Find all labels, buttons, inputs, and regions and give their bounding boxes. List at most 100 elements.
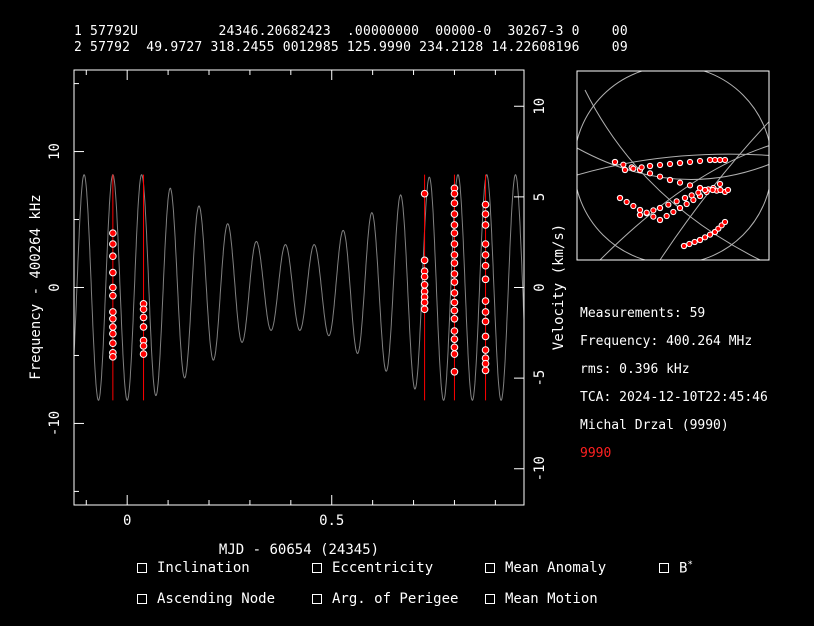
sky-track-point bbox=[621, 166, 629, 174]
data-point bbox=[109, 291, 117, 300]
data-point bbox=[481, 366, 490, 375]
sky-track-point bbox=[686, 158, 694, 166]
data-point bbox=[139, 305, 148, 314]
data-point bbox=[481, 240, 490, 248]
sky-track-point bbox=[630, 165, 637, 172]
checkbox-box[interactable] bbox=[659, 563, 669, 573]
x-axis-label: MJD - 60654 (24345) bbox=[219, 542, 379, 558]
checkbox-label: Eccentricity bbox=[332, 560, 434, 576]
sky-track-point bbox=[616, 194, 624, 202]
checkbox-box[interactable] bbox=[137, 563, 147, 573]
data-point bbox=[450, 367, 459, 376]
data-point bbox=[109, 339, 117, 348]
data-point bbox=[481, 275, 490, 284]
sky-track-point bbox=[716, 156, 724, 164]
checkbox-box[interactable] bbox=[312, 594, 322, 604]
sky-tracks bbox=[611, 156, 732, 250]
data-point bbox=[109, 308, 117, 316]
data-point bbox=[109, 268, 117, 277]
sky-ground-track-2 bbox=[577, 153, 769, 176]
data-point bbox=[450, 343, 459, 352]
sky-track-point bbox=[646, 170, 654, 177]
y2-tick-label: 0 bbox=[532, 283, 548, 291]
sky-track-point bbox=[711, 156, 719, 164]
sky-track-point bbox=[643, 209, 650, 216]
checkbox-label: B* bbox=[679, 560, 693, 577]
sky-track-point bbox=[623, 198, 630, 206]
data-point bbox=[450, 240, 459, 248]
data-point bbox=[481, 332, 490, 341]
data-point bbox=[420, 298, 429, 307]
data-point bbox=[450, 229, 459, 237]
data-point bbox=[139, 342, 148, 350]
sky-track-point bbox=[706, 156, 714, 164]
data-point bbox=[109, 283, 117, 292]
sky-track-point bbox=[670, 208, 677, 216]
sky-horizon-circle bbox=[577, 71, 769, 260]
data-point bbox=[420, 272, 429, 281]
sky-track-point bbox=[663, 212, 670, 220]
data-point bbox=[481, 346, 490, 354]
y2-tick-label: 5 bbox=[532, 193, 548, 201]
data-point bbox=[450, 251, 459, 259]
sky-frame bbox=[576, 70, 770, 261]
data-point bbox=[450, 289, 459, 297]
checkbox-box[interactable] bbox=[312, 563, 322, 573]
observer-name: Michal Drzal (9990) bbox=[580, 418, 729, 433]
sky-track-point bbox=[656, 216, 664, 224]
sky-track-point bbox=[686, 182, 694, 189]
sky-ground-track-5 bbox=[659, 120, 769, 260]
data-point bbox=[420, 305, 429, 314]
data-point bbox=[481, 317, 490, 326]
sky-track-point bbox=[683, 200, 690, 208]
data-point bbox=[109, 252, 117, 261]
checkbox-label: Mean Anomaly bbox=[505, 560, 607, 576]
data-point bbox=[450, 270, 459, 278]
sky-track-point bbox=[680, 242, 688, 250]
sky-track-point bbox=[666, 160, 674, 168]
checkbox-box[interactable] bbox=[485, 594, 495, 604]
data-point bbox=[109, 353, 117, 361]
sky-track-point bbox=[696, 157, 704, 165]
sky-track-point bbox=[650, 207, 657, 214]
sky-track-point bbox=[646, 162, 654, 170]
sky-track-point bbox=[656, 161, 664, 169]
data-point bbox=[450, 298, 459, 307]
model-curve-layer bbox=[73, 174, 525, 401]
sky-track-point bbox=[701, 186, 709, 194]
data-point bbox=[481, 221, 490, 229]
measurements-count: Measurements: 59 bbox=[580, 306, 706, 321]
sky-track-point bbox=[721, 218, 729, 226]
y-tick-label: 0 bbox=[47, 283, 63, 291]
data-point bbox=[481, 308, 490, 316]
checkbox-box[interactable] bbox=[137, 594, 147, 604]
sky-track-point bbox=[686, 240, 693, 248]
axes-layer: 0 0.5 10 0 -10 10 5 0 -5 -10 bbox=[47, 70, 548, 529]
data-point bbox=[481, 359, 490, 368]
data-point bbox=[450, 259, 459, 267]
sky-ground-track-4 bbox=[599, 145, 769, 260]
data-point bbox=[139, 350, 148, 358]
y2-tick-label: -10 bbox=[532, 456, 548, 481]
sky-track-point bbox=[676, 179, 684, 186]
sky-track-point bbox=[695, 189, 702, 196]
measurement-points-layer bbox=[109, 184, 490, 376]
y2-tick-label: 10 bbox=[532, 98, 548, 115]
sky-track-point bbox=[638, 164, 645, 171]
sky-track-point bbox=[717, 186, 724, 194]
sky-track-point bbox=[650, 213, 657, 220]
sky-track-point bbox=[706, 231, 714, 238]
data-point bbox=[481, 297, 490, 305]
data-point bbox=[481, 261, 490, 270]
checkbox-label: Inclination bbox=[157, 560, 250, 576]
sky-track-point bbox=[636, 206, 644, 214]
checkbox-box[interactable] bbox=[485, 563, 495, 573]
data-point bbox=[109, 329, 117, 338]
data-point bbox=[420, 189, 429, 198]
data-point bbox=[450, 189, 459, 198]
sky-track-point bbox=[676, 204, 684, 212]
sky-track-point bbox=[666, 176, 674, 184]
sky-track-point bbox=[724, 186, 732, 194]
sky-plot bbox=[576, 70, 770, 261]
